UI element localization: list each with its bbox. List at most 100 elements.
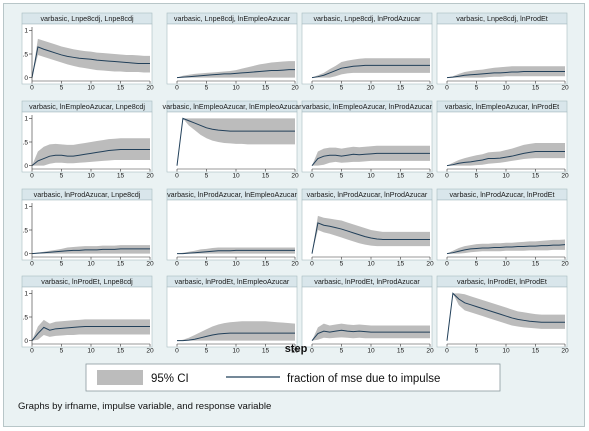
x-tick-label: 15 bbox=[532, 173, 540, 180]
y-tick-label: 0 bbox=[24, 163, 28, 170]
panel-16: varbasic, lnProdEt, lnProdEt 0 5 10 15 20 bbox=[436, 275, 569, 355]
panel-title: varbasic, Lnpe8cdj, Lnpe8cdj bbox=[40, 14, 134, 23]
ci-band bbox=[32, 319, 150, 341]
panel-title: varbasic, lnProdEt, lnProdAzucar bbox=[314, 277, 420, 286]
x-tick-label: 20 bbox=[426, 173, 434, 180]
x-tick-label: 0 bbox=[445, 173, 449, 180]
panel-title: varbasic, lnProdEt, lnEmpleoAzucar bbox=[175, 277, 290, 286]
x-tick-label: 5 bbox=[475, 173, 479, 180]
x-tick-label: 20 bbox=[146, 348, 154, 355]
legend-box bbox=[85, 363, 501, 392]
panel-title: varbasic, lnProdAzucar, Lnpe8cdj bbox=[34, 190, 141, 199]
impulse-line bbox=[176, 69, 295, 79]
x-tick-label: 5 bbox=[205, 173, 209, 180]
y-tick-label: 1 bbox=[24, 291, 28, 298]
x-tick-label: 20 bbox=[561, 85, 569, 92]
panel-title: varbasic, lnEmpleoAzucar, lnProdEt bbox=[445, 102, 559, 111]
x-tick-label: 5 bbox=[475, 348, 479, 355]
y-tick-label: .5 bbox=[23, 227, 29, 234]
panel-6: varbasic, lnEmpleoAzucar, lnEmpleoAzucar… bbox=[162, 100, 302, 180]
impulse-line bbox=[446, 292, 565, 341]
y-tick-label: 0 bbox=[24, 75, 28, 82]
legend: 95% CI fraction of mse due to impulse bbox=[85, 363, 501, 392]
x-tick-label: 15 bbox=[117, 261, 125, 268]
x-tick-label: 15 bbox=[117, 173, 125, 180]
x-tick-label: 0 bbox=[310, 85, 314, 92]
impulse-line bbox=[31, 46, 150, 78]
x-tick-label: 20 bbox=[561, 348, 569, 355]
panel-15: varbasic, lnProdEt, lnProdAzucar 0 5 10 15 20 bbox=[301, 275, 434, 355]
x-tick-label: 20 bbox=[146, 173, 154, 180]
x-tick-label: 5 bbox=[205, 261, 209, 268]
x-tick-label: 15 bbox=[117, 85, 125, 92]
impulse-line bbox=[31, 149, 150, 167]
x-tick-label: 0 bbox=[30, 85, 34, 92]
x-tick-label: 10 bbox=[367, 261, 375, 268]
x-tick-label: 0 bbox=[310, 173, 314, 180]
ci-band bbox=[177, 61, 295, 78]
x-tick-label: 5 bbox=[340, 173, 344, 180]
x-tick-label: 5 bbox=[60, 85, 64, 92]
x-tick-label: 5 bbox=[60, 173, 64, 180]
y-tick-label: 0 bbox=[24, 251, 28, 258]
ci-band bbox=[312, 145, 430, 166]
panel-11: varbasic, lnProdAzucar, lnProdAzucar 0 5 10… bbox=[301, 188, 434, 268]
x-tick-label: 0 bbox=[175, 173, 179, 180]
x-tick-label: 15 bbox=[397, 261, 405, 268]
x-tick-label: 5 bbox=[340, 85, 344, 92]
x-tick-label: 20 bbox=[426, 261, 434, 268]
x-tick-label: 10 bbox=[232, 261, 240, 268]
x-tick-label: 5 bbox=[205, 85, 209, 92]
x-tick-label: 10 bbox=[502, 261, 510, 268]
x-tick-label: 15 bbox=[532, 261, 540, 268]
y-tick-label: .5 bbox=[23, 51, 29, 58]
x-tick-label: 5 bbox=[475, 261, 479, 268]
x-tick-label: 5 bbox=[60, 348, 64, 355]
x-tick-label: 20 bbox=[426, 348, 434, 355]
x-tick-label: 20 bbox=[291, 85, 299, 92]
x-tick-label: 0 bbox=[445, 348, 449, 355]
panel-title: varbasic, lnProdAzucar, lnEmpleoAzucar bbox=[167, 190, 297, 199]
ci-band bbox=[32, 138, 150, 166]
x-tick-label: 10 bbox=[502, 348, 510, 355]
panel-title: varbasic, Lnpe8cdj, lnProdAzucar bbox=[313, 14, 421, 23]
x-tick-label: 15 bbox=[262, 173, 270, 180]
panel-2: varbasic, Lnpe8cdj, lnEmpleoAzucar 0 5 10 15… bbox=[166, 12, 299, 92]
impulse-line bbox=[31, 325, 150, 341]
x-tick-label: 10 bbox=[232, 348, 240, 355]
legend-ci-label: 95% CI bbox=[151, 373, 189, 385]
panel-8: varbasic, lnEmpleoAzucar, lnProdEt 0 5 10 15… bbox=[436, 100, 569, 180]
x-tick-label: 0 bbox=[30, 261, 34, 268]
panel-14: varbasic, lnProdEt, lnEmpleoAzucar 0 5 10 15… bbox=[166, 275, 299, 355]
x-tick-label: 15 bbox=[397, 348, 405, 355]
x-tick-label: 15 bbox=[532, 348, 540, 355]
x-tick-label: 15 bbox=[262, 261, 270, 268]
impulse-line bbox=[446, 150, 565, 167]
panel-plot-region bbox=[21, 286, 153, 348]
x-tick-label: 10 bbox=[502, 173, 510, 180]
x-tick-label: 5 bbox=[340, 261, 344, 268]
impulse-line bbox=[311, 64, 430, 79]
panel-title: varbasic, lnProdAzucar, lnProdAzucar bbox=[307, 190, 428, 199]
legend-ci-swatch bbox=[97, 370, 143, 385]
x-tick-label: 0 bbox=[310, 348, 314, 355]
panel-title: varbasic, lnEmpleoAzucar, lnEmpleoAzucar bbox=[162, 102, 302, 111]
y-tick-label: .5 bbox=[23, 139, 29, 146]
x-tick-label: 20 bbox=[291, 261, 299, 268]
x-tick-label: 5 bbox=[475, 85, 479, 92]
x-tick-label: 20 bbox=[291, 348, 299, 355]
x-tick-label: 15 bbox=[397, 173, 405, 180]
x-tick-label: 10 bbox=[367, 173, 375, 180]
panel-title: varbasic, lnProdAzucar, lnProdEt bbox=[449, 190, 554, 199]
panel-title: varbasic, Lnpe8cdj, lnEmpleoAzucar bbox=[174, 14, 291, 23]
x-tick-label: 15 bbox=[262, 85, 270, 92]
x-tick-label: 15 bbox=[397, 85, 405, 92]
ci-band bbox=[32, 38, 150, 78]
y-tick-label: 1 bbox=[24, 204, 28, 211]
impulse-line bbox=[31, 248, 150, 255]
x-tick-label: 20 bbox=[291, 173, 299, 180]
x-tick-label: 10 bbox=[367, 85, 375, 92]
panel-title: varbasic, lnProdEt, Lnpe8cdj bbox=[41, 277, 133, 286]
